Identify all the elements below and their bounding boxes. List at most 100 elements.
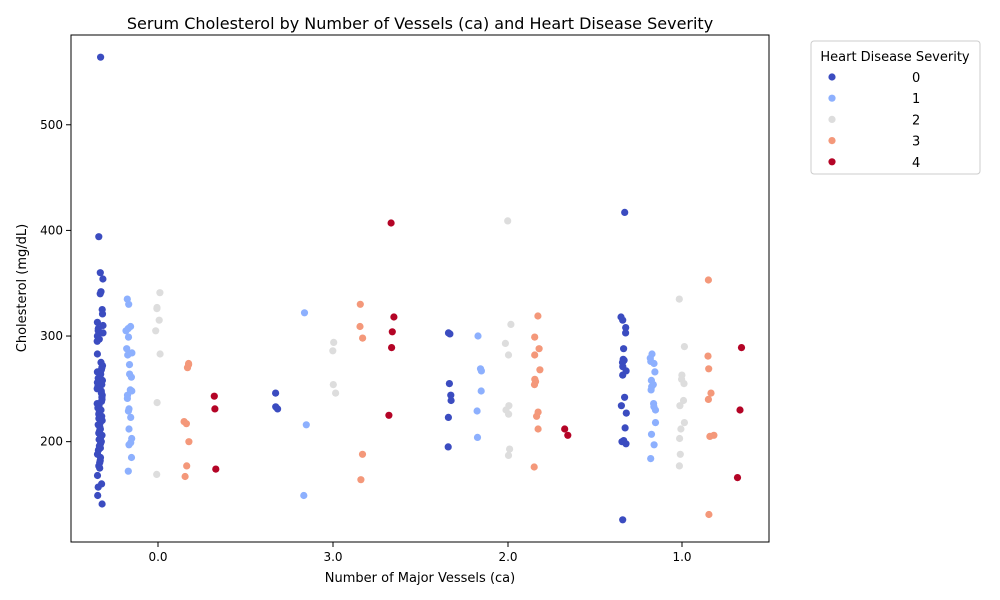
data-point [356,300,364,308]
legend-marker [828,137,836,145]
data-point [706,432,714,440]
data-point [619,371,627,379]
x-tick-label: 1.0 [672,550,691,564]
data-point [477,387,485,395]
y-axis-label: Cholesterol (mg/dL) [15,224,30,352]
data-point [675,462,684,470]
data-point [651,368,659,376]
data-point [676,402,684,410]
data-point [536,366,544,374]
data-point [272,389,280,397]
data-point [329,347,337,355]
data-point [473,433,482,441]
data-point [507,320,515,328]
data-point [95,233,103,241]
data-point [212,465,220,473]
data-point [619,516,627,524]
y-tick-label: 200 [40,435,63,449]
data-point [680,380,688,388]
legend: Heart Disease Severity 0 1 2 3 4 [810,40,981,175]
data-point [619,316,627,324]
data-point [534,425,542,433]
data-point [621,208,629,216]
data-point [156,350,164,358]
legend-marker [828,94,836,102]
data-point [385,411,393,419]
data-point [704,276,713,284]
legend-entry-label: 0 [912,71,920,86]
data-point [506,445,514,453]
data-point [183,364,192,372]
data-point [356,322,364,331]
data-point [210,392,218,400]
data-point [93,471,102,480]
data-point [737,344,746,352]
data-point [622,409,630,417]
y-axis: 200 300 400 500 [40,118,71,449]
x-tick-label: 0.0 [148,550,167,564]
data-point [127,413,135,421]
data-point [274,405,282,413]
legend-entry-label: 4 [912,156,920,171]
data-point [501,339,509,347]
data-point [124,407,132,415]
data-points [93,53,746,524]
data-point [152,327,160,335]
data-point [153,470,161,478]
data-point [93,337,101,345]
data-point [622,324,630,332]
data-point [477,367,485,375]
data-point [98,310,107,318]
data-point [388,344,396,352]
data-point [679,396,688,405]
data-point [300,491,308,500]
data-point [621,424,629,432]
data-point [473,407,481,415]
data-point [531,351,539,359]
data-point [705,365,713,373]
data-point [650,359,658,368]
legend-title: Heart Disease Severity [820,50,970,65]
data-point [651,406,660,414]
data-point [124,351,132,359]
data-point [705,510,713,519]
data-point [533,412,541,420]
data-point [127,453,136,462]
data-point [622,440,630,448]
data-point [332,389,340,397]
data-point [535,345,543,353]
data-point [390,313,398,321]
data-point [155,316,163,324]
data-point [677,425,685,433]
data-point [99,329,107,337]
legend-box [810,40,981,175]
data-point [300,309,309,317]
data-point [447,391,455,399]
data-point [647,430,656,438]
data-point [707,389,715,397]
legend-marker [828,115,836,123]
data-point [122,327,130,335]
data-point [358,450,367,458]
data-point [647,386,655,394]
x-axis: 0.0 3.0 2.0 1.0 [148,542,692,564]
chart-title: Serum Cholesterol by Number of Vessels (… [127,14,713,33]
data-point [183,462,191,470]
data-point [564,431,572,439]
legend-entry-label: 1 [912,92,920,107]
data-point [357,476,365,484]
data-point [447,396,455,405]
data-point [504,351,513,359]
data-point [622,329,630,337]
data-point [99,275,107,283]
data-point [531,333,539,341]
data-point [534,312,542,320]
data-point [444,413,452,421]
data-point [676,434,684,443]
data-point [123,345,131,353]
data-point [733,474,742,482]
data-point [94,483,102,491]
data-point [530,463,538,471]
data-point [124,333,133,341]
plot-area-frame [70,34,770,543]
